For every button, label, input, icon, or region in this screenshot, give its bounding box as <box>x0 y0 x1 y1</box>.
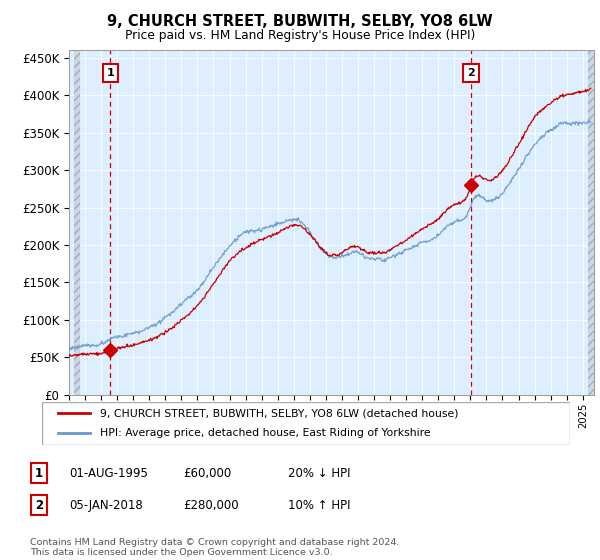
Text: £280,000: £280,000 <box>183 498 239 512</box>
FancyBboxPatch shape <box>42 402 570 445</box>
Text: 2: 2 <box>35 498 43 512</box>
Text: Price paid vs. HM Land Registry's House Price Index (HPI): Price paid vs. HM Land Registry's House … <box>125 29 475 42</box>
Text: Contains HM Land Registry data © Crown copyright and database right 2024.
This d: Contains HM Land Registry data © Crown c… <box>30 538 400 557</box>
Text: 01-AUG-1995: 01-AUG-1995 <box>69 466 148 480</box>
Text: 1: 1 <box>35 466 43 480</box>
Text: 1: 1 <box>107 68 114 78</box>
Text: 20% ↓ HPI: 20% ↓ HPI <box>288 466 350 480</box>
Text: 05-JAN-2018: 05-JAN-2018 <box>69 498 143 512</box>
Text: HPI: Average price, detached house, East Riding of Yorkshire: HPI: Average price, detached house, East… <box>100 428 431 438</box>
Text: 10% ↑ HPI: 10% ↑ HPI <box>288 498 350 512</box>
Text: 9, CHURCH STREET, BUBWITH, SELBY, YO8 6LW (detached house): 9, CHURCH STREET, BUBWITH, SELBY, YO8 6L… <box>100 408 458 418</box>
Text: 9, CHURCH STREET, BUBWITH, SELBY, YO8 6LW: 9, CHURCH STREET, BUBWITH, SELBY, YO8 6L… <box>107 14 493 29</box>
Text: 2: 2 <box>467 68 475 78</box>
Text: £60,000: £60,000 <box>183 466 231 480</box>
